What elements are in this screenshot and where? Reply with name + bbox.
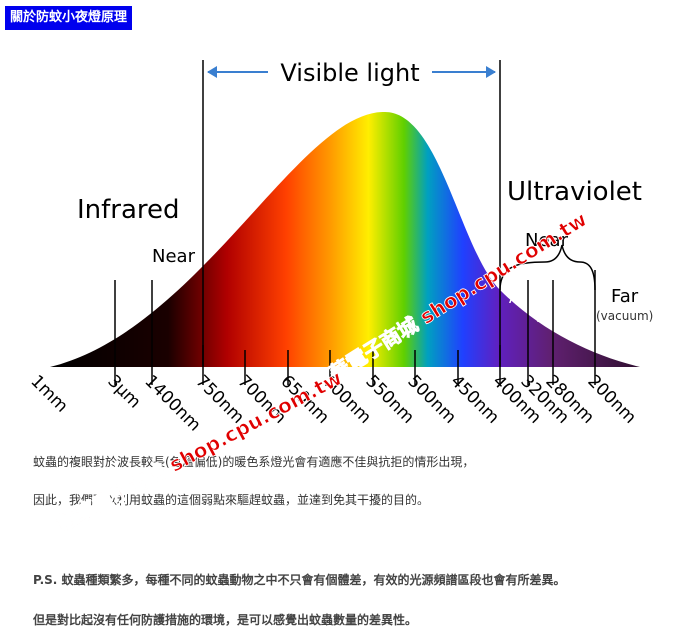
- wavelength-label: 1mm: [26, 371, 71, 416]
- wavelength-label: 3μm: [103, 371, 144, 412]
- vacuum-label: (vacuum): [596, 309, 653, 323]
- band-label: A: [509, 289, 520, 307]
- page-title: 關於防蚊小夜燈原理: [5, 6, 133, 30]
- paragraph: 蚊蟲的複眼對於波長較長(色溫偏低)的暖色系燈光會有適應不佳與抗拒的情形出現，: [33, 455, 475, 469]
- near-ir-label: Near: [152, 246, 196, 267]
- spectrum-diagram: Visible light Infrared Ultraviolet Near …: [26, 59, 653, 435]
- far-label: Far: [611, 286, 639, 307]
- band-label: C: [567, 326, 577, 344]
- visible-label: Visible light: [280, 59, 419, 87]
- band-label: B: [536, 308, 546, 326]
- near-uv-label: Near: [525, 230, 569, 251]
- ultraviolet-label: Ultraviolet: [507, 177, 642, 207]
- paragraph: 因此，我們可以利用蚊蟲的這個弱點來驅趕蚊蟲，並達到免其干擾的目的。: [33, 493, 430, 507]
- paragraph: P.S. 蚊蟲種類繁多，每種不同的蚊蟲動物之中不只會有個體差，有效的光源頻譜區段…: [33, 573, 566, 587]
- infrared-label: Infrared: [77, 195, 180, 225]
- spectrum-curve: [50, 111, 640, 367]
- paragraph: 但是對比起沒有任何防護措施的環境，是可以感覺出蚊蟲數量的差異性。: [33, 613, 418, 627]
